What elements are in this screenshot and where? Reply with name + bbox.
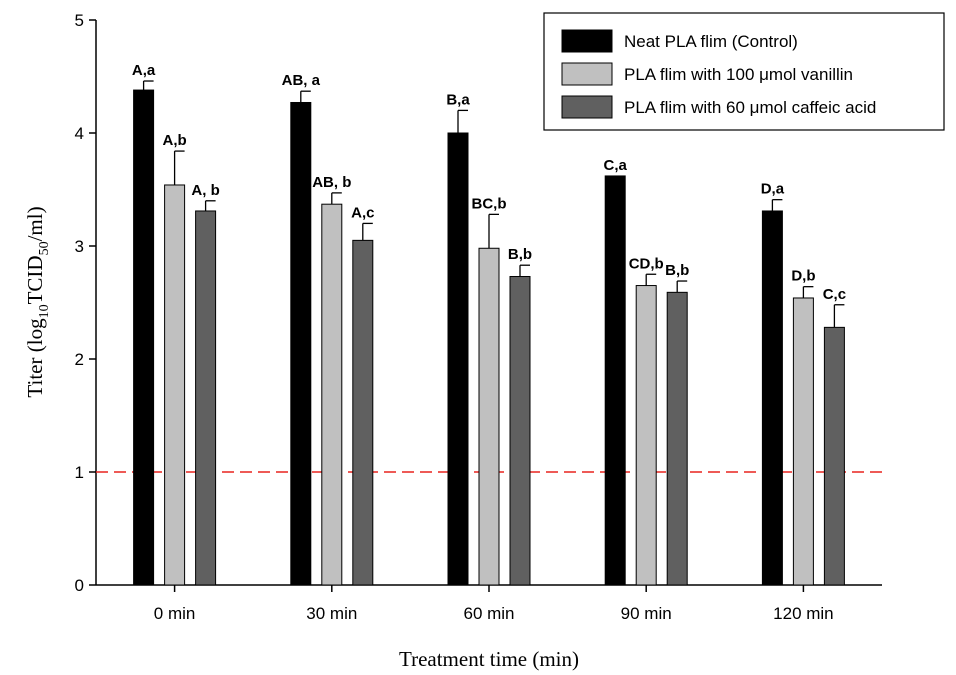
data-label: A, b xyxy=(191,182,219,199)
bar xyxy=(792,297,814,586)
y-tick-label: 1 xyxy=(75,463,84,482)
data-label: B,b xyxy=(665,262,689,279)
x-tick-label: 90 min xyxy=(621,604,672,623)
x-tick-label: 60 min xyxy=(463,604,514,623)
legend-label: Neat PLA flim (Control) xyxy=(624,32,798,51)
data-label: AB, b xyxy=(312,174,351,191)
data-label: A,a xyxy=(132,62,156,79)
y-tick-label: 2 xyxy=(75,350,84,369)
bar xyxy=(478,247,500,586)
bar xyxy=(164,184,186,586)
axes: 0 1 2 3 4 5 0 min 30 min 60 min 90 min 120 min xyxy=(75,11,882,623)
legend-label: PLA flim with 100 μmol vanillin xyxy=(624,65,853,84)
bar xyxy=(195,210,217,586)
data-label: D,b xyxy=(791,268,815,285)
bar xyxy=(761,210,783,586)
y-tick-label: 4 xyxy=(75,124,84,143)
data-label: D,a xyxy=(761,181,785,198)
bar xyxy=(290,101,312,586)
bar xyxy=(321,203,343,586)
data-label: C,a xyxy=(604,157,628,174)
legend: Neat PLA flim (Control) PLA flim with 100… xyxy=(543,12,945,131)
data-label: BC,b xyxy=(472,195,507,212)
legend-label: PLA flim with 60 μmol caffeic acid xyxy=(624,98,876,117)
x-tick-label: 0 min xyxy=(154,604,196,623)
bar xyxy=(447,132,469,586)
x-tick-label: 120 min xyxy=(773,604,833,623)
data-label: AB, a xyxy=(282,72,321,89)
x-tick-label: 30 min xyxy=(306,604,357,623)
legend-swatch xyxy=(561,62,613,86)
y-axis-title: Titer (log10TCID50/ml) xyxy=(23,206,52,397)
data-label: B,b xyxy=(508,246,532,263)
bar xyxy=(133,89,155,586)
chart-marks: A,a A,b A, b AB, a AB, bA,c B,a BC,b B,b C,a CD,b… xyxy=(132,62,846,586)
bar xyxy=(823,326,845,586)
bar xyxy=(635,285,657,586)
legend-swatch xyxy=(561,29,613,53)
bar xyxy=(509,276,531,586)
y-tick-label: 0 xyxy=(75,576,84,595)
x-axis-title: Treatment time (min) xyxy=(399,647,579,671)
y-tick-label: 5 xyxy=(75,11,84,30)
bar xyxy=(352,239,374,586)
data-label: A,c xyxy=(351,204,374,221)
bar xyxy=(604,175,626,586)
data-label: B,a xyxy=(446,91,470,108)
data-label: CD,b xyxy=(629,255,664,272)
data-label: C,c xyxy=(823,286,846,303)
legend-swatch xyxy=(561,95,613,119)
bar xyxy=(666,291,688,586)
data-label: A,b xyxy=(163,132,187,149)
y-tick-label: 3 xyxy=(75,237,84,256)
